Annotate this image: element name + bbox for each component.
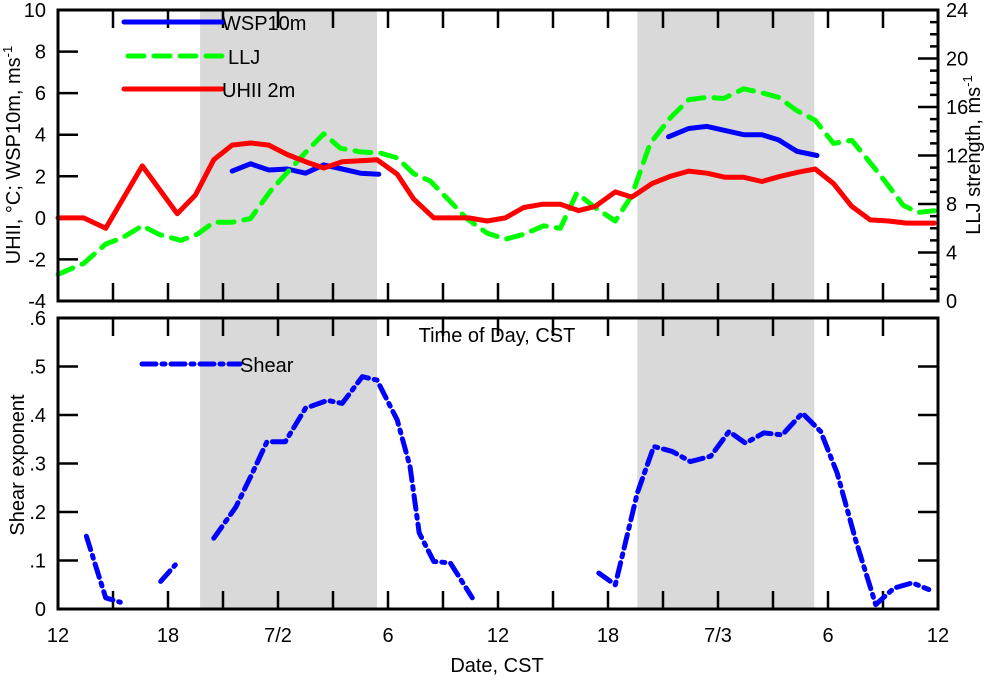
y-tick-label: .1 bbox=[29, 551, 46, 573]
bottom-plot-frame bbox=[56, 316, 940, 611]
y2-tick-label: 12 bbox=[946, 146, 968, 168]
top-y-axis-label: UHII, °C; WSP10m, ms-1 bbox=[0, 46, 25, 264]
y2-tick-label: 8 bbox=[946, 194, 957, 216]
top-plot-frame bbox=[56, 8, 940, 303]
series-line-shear bbox=[158, 562, 178, 584]
y-tick-label: -2 bbox=[28, 249, 46, 271]
series-line-wsp10m bbox=[229, 161, 382, 177]
top-x-axis-label: Time of Day, CST bbox=[419, 325, 576, 347]
y2-tick-label: 0 bbox=[946, 291, 957, 313]
x-tick-label: 12 bbox=[47, 625, 69, 647]
x-tick-label: 7/3 bbox=[704, 625, 732, 647]
x-tick-label: 6 bbox=[382, 625, 393, 647]
x-tick-label: 12 bbox=[927, 625, 949, 647]
series-line-llj bbox=[55, 86, 937, 277]
y2-tick-label: 16 bbox=[946, 97, 968, 119]
bottom-x-axis-label: Date, CST bbox=[450, 655, 543, 677]
y-tick-label: 0 bbox=[35, 208, 46, 230]
legend-label: UHII 2m bbox=[222, 80, 295, 102]
y2-tick-label: 20 bbox=[946, 49, 968, 71]
y-tick-label: 4 bbox=[35, 125, 46, 147]
top-shaded-regions bbox=[200, 10, 815, 301]
y-tick-label: .3 bbox=[29, 454, 46, 476]
y-tick-label: 8 bbox=[35, 42, 46, 64]
y2-tick-label: 4 bbox=[946, 243, 957, 265]
x-tick-label: 12 bbox=[487, 625, 509, 647]
y-tick-label: 0 bbox=[35, 599, 46, 621]
y-tick-label: .2 bbox=[29, 502, 46, 524]
legend-label: Shear bbox=[240, 355, 294, 377]
y-tick-label: .6 bbox=[29, 308, 46, 330]
y-tick-label: 6 bbox=[35, 83, 46, 105]
x-tick-label: 18 bbox=[597, 625, 619, 647]
series-line-shear bbox=[596, 410, 932, 608]
y-tick-label: 2 bbox=[35, 166, 46, 188]
series-line-shear bbox=[211, 374, 475, 601]
bottom-y-axis-label: Shear exponent bbox=[7, 394, 29, 536]
series-lines bbox=[55, 86, 937, 608]
x-tick-label: 7/2 bbox=[264, 625, 292, 647]
x-tick-label: 6 bbox=[822, 625, 833, 647]
y2-tick-label: 24 bbox=[946, 0, 968, 22]
night-shade bbox=[637, 318, 815, 609]
y-tick-label: .5 bbox=[29, 357, 46, 379]
legend: WSP10m LLJ UHII 2m Shear bbox=[121, 13, 306, 377]
y-tick-label: -4 bbox=[28, 291, 46, 313]
night-shade bbox=[637, 10, 815, 301]
series-line-shear bbox=[83, 533, 123, 605]
legend-label: LLJ bbox=[228, 47, 260, 69]
top-y2-axis-label: LLJ strength, ms-1 bbox=[960, 75, 985, 234]
y-tick-label: .4 bbox=[29, 405, 46, 427]
x-tick-label: 18 bbox=[157, 625, 179, 647]
y-tick-label: 10 bbox=[24, 0, 46, 22]
legend-label: WSP10m bbox=[222, 13, 306, 35]
series-line-wsp10m bbox=[666, 123, 820, 158]
series-line-uhii-2m bbox=[55, 140, 937, 231]
